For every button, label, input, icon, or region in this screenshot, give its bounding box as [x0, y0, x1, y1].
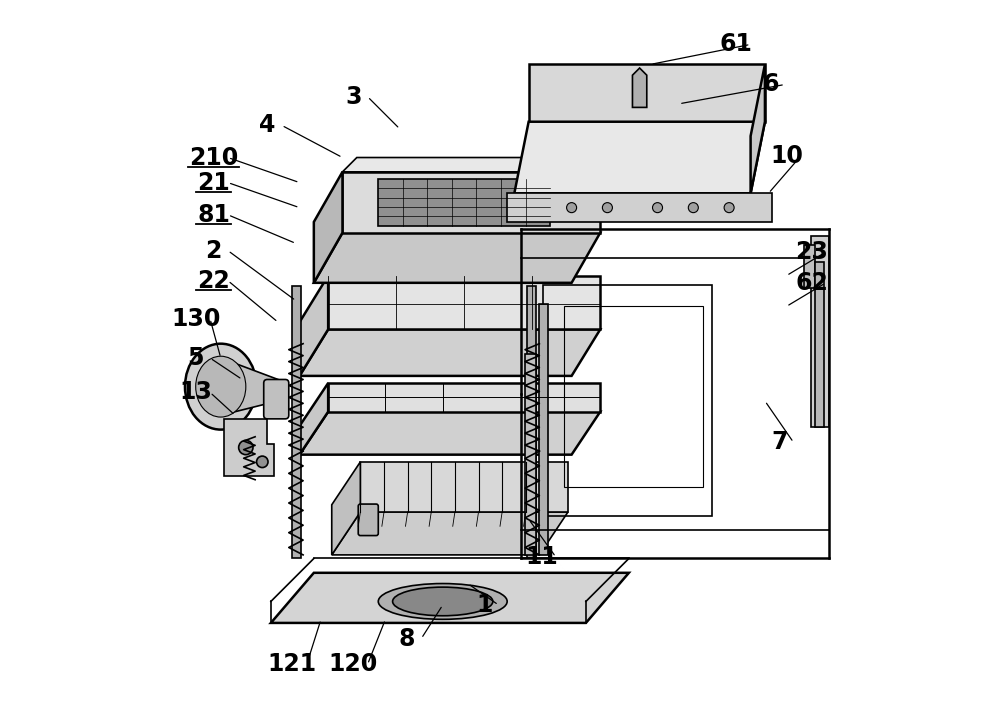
Text: 3: 3	[345, 84, 361, 109]
Polygon shape	[300, 412, 600, 455]
Bar	[564, 306, 703, 487]
Text: 4: 4	[259, 113, 275, 137]
Text: 11: 11	[525, 545, 558, 569]
Polygon shape	[221, 358, 278, 415]
Text: 23: 23	[795, 240, 828, 264]
Polygon shape	[328, 276, 600, 329]
Text: 1: 1	[476, 593, 492, 617]
Bar	[525, 354, 536, 555]
Text: 8: 8	[399, 626, 415, 651]
Bar	[811, 236, 829, 427]
Polygon shape	[527, 286, 536, 558]
Circle shape	[257, 456, 268, 468]
Polygon shape	[360, 462, 568, 512]
Bar	[804, 246, 815, 289]
Bar	[539, 304, 548, 555]
Text: 21: 21	[197, 170, 230, 195]
Polygon shape	[300, 276, 328, 376]
Polygon shape	[328, 383, 600, 412]
Polygon shape	[342, 158, 600, 172]
Text: 120: 120	[329, 652, 378, 677]
Circle shape	[239, 440, 253, 455]
Ellipse shape	[378, 584, 507, 619]
Circle shape	[567, 203, 577, 213]
Ellipse shape	[185, 344, 257, 430]
Polygon shape	[507, 193, 772, 222]
Polygon shape	[300, 329, 600, 376]
Polygon shape	[224, 419, 274, 476]
Polygon shape	[751, 64, 765, 193]
Text: 210: 210	[189, 145, 238, 170]
Text: 22: 22	[197, 268, 230, 293]
Polygon shape	[314, 233, 600, 283]
Polygon shape	[314, 172, 342, 283]
Text: 13: 13	[179, 380, 212, 405]
Polygon shape	[529, 64, 765, 122]
Text: 130: 130	[171, 306, 220, 331]
FancyBboxPatch shape	[264, 379, 289, 419]
Polygon shape	[514, 122, 765, 193]
Text: 5: 5	[187, 346, 204, 370]
Bar	[543, 285, 712, 516]
FancyBboxPatch shape	[358, 504, 378, 536]
Text: 61: 61	[720, 32, 753, 57]
Ellipse shape	[393, 587, 493, 616]
Polygon shape	[342, 172, 600, 233]
Polygon shape	[300, 383, 328, 455]
Circle shape	[653, 203, 663, 213]
Polygon shape	[292, 286, 301, 558]
Circle shape	[724, 203, 734, 213]
Polygon shape	[332, 512, 568, 555]
Polygon shape	[332, 462, 360, 555]
Ellipse shape	[196, 357, 246, 417]
Bar	[815, 262, 824, 427]
Text: 10: 10	[770, 144, 803, 168]
Text: 121: 121	[268, 652, 317, 677]
Polygon shape	[632, 68, 647, 107]
Text: 2: 2	[205, 238, 222, 263]
Circle shape	[602, 203, 612, 213]
Polygon shape	[271, 573, 629, 623]
Text: 81: 81	[197, 203, 230, 227]
Text: 62: 62	[795, 271, 828, 295]
Text: 7: 7	[771, 430, 787, 455]
Bar	[378, 179, 550, 226]
Circle shape	[688, 203, 698, 213]
Text: 6: 6	[762, 72, 779, 97]
